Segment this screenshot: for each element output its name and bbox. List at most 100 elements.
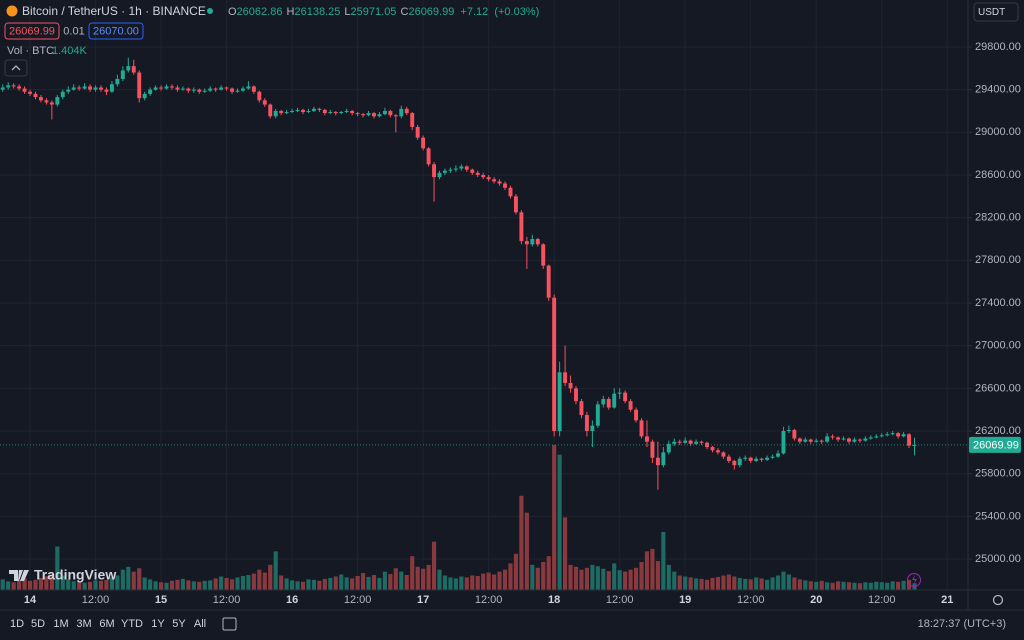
candle-body xyxy=(82,86,87,89)
y-tick-label: 26200.00 xyxy=(975,425,1021,437)
volume-bar xyxy=(573,566,579,590)
candle-body xyxy=(617,392,622,394)
currency-label[interactable]: USDT xyxy=(978,7,1005,18)
range-button[interactable]: 5D xyxy=(31,618,45,630)
buy-price[interactable]: 26070.00 xyxy=(93,25,139,37)
candle-body xyxy=(246,86,251,89)
volume-bar xyxy=(819,580,824,590)
y-tick-label: 29800.00 xyxy=(975,41,1021,53)
collapse-legend-button[interactable] xyxy=(4,59,28,77)
candle-body xyxy=(748,457,753,461)
currency-button[interactable] xyxy=(973,2,1019,22)
volume-bar xyxy=(563,517,568,590)
volume-bar xyxy=(153,581,158,590)
volume-bar xyxy=(715,576,721,590)
candle-body xyxy=(732,460,737,466)
x-tick-label: 21 xyxy=(941,594,953,606)
candle-body xyxy=(355,113,360,115)
volume-bar xyxy=(382,571,387,590)
range-button[interactable]: 5Y xyxy=(172,618,186,630)
range-button[interactable]: YTD xyxy=(121,618,143,630)
candle-body xyxy=(350,110,355,114)
symbol-title[interactable]: Bitcoin / TetherUS · 1h · BINANCE xyxy=(22,4,206,18)
x-tick-label: 19 xyxy=(679,594,691,606)
range-button[interactable]: All xyxy=(194,618,206,630)
y-tick-label: 25000.00 xyxy=(975,553,1021,565)
volume-bar xyxy=(704,579,710,590)
candle-body xyxy=(743,457,748,459)
volume-bar xyxy=(158,582,164,590)
sell-price[interactable]: 26069.99 xyxy=(9,25,55,37)
volume-bar xyxy=(251,573,256,590)
volume-bar xyxy=(306,579,311,590)
volume-bar xyxy=(803,580,808,590)
range-button[interactable]: 3M xyxy=(76,618,91,630)
volume-bar xyxy=(601,568,606,590)
candle-body xyxy=(257,91,262,101)
candle-body xyxy=(803,439,808,442)
date-range-icon[interactable] xyxy=(222,617,237,631)
volume-bar xyxy=(857,583,862,590)
candle-body xyxy=(251,86,256,92)
x-tick-label: 12:00 xyxy=(606,594,634,606)
ohlc-value: 26062.86 xyxy=(237,6,283,18)
alert-icon[interactable] xyxy=(907,573,921,587)
volume-bar xyxy=(262,572,267,590)
clock: 18:27:37 (UTC+3) xyxy=(918,618,1006,630)
candle-body xyxy=(852,439,857,442)
volume-bar xyxy=(617,570,622,590)
volume-bar xyxy=(584,567,589,590)
candle-body xyxy=(377,114,382,117)
settings-icon[interactable] xyxy=(992,594,1004,606)
candle-body xyxy=(262,100,267,105)
volume-bar xyxy=(502,569,508,590)
volume-bar xyxy=(699,578,704,590)
volume-bar xyxy=(60,575,65,590)
volume-bar xyxy=(115,575,120,590)
candle-body xyxy=(202,90,207,92)
candle-body xyxy=(109,84,114,92)
volume-bar xyxy=(377,577,382,590)
volume-bar xyxy=(464,577,469,590)
volume-bar xyxy=(874,581,879,590)
candle-body xyxy=(563,372,568,384)
y-tick-label: 29400.00 xyxy=(975,84,1021,96)
volume-bar xyxy=(268,564,273,590)
x-tick-label: 12:00 xyxy=(213,594,241,606)
candle-body xyxy=(426,148,431,165)
range-button[interactable]: 1D xyxy=(10,618,24,630)
candle-body xyxy=(99,87,103,90)
candle-body xyxy=(372,113,376,117)
candle-body xyxy=(6,85,11,88)
range-button[interactable]: 1Y xyxy=(151,618,165,630)
candle-body xyxy=(868,437,873,439)
candle-body xyxy=(579,401,584,416)
volume-bar xyxy=(770,577,775,590)
candle-body xyxy=(486,177,491,180)
candle-body xyxy=(901,434,906,437)
candle-body xyxy=(442,170,447,173)
volume-bar xyxy=(655,561,660,590)
change-percent: (+0.03%) xyxy=(494,6,539,18)
range-button[interactable]: 1M xyxy=(53,618,68,630)
range-button[interactable]: 6M xyxy=(99,618,114,630)
volume-bar xyxy=(639,561,644,590)
sell-button[interactable] xyxy=(4,22,60,40)
candle-body xyxy=(333,112,338,114)
candle-body xyxy=(786,429,791,432)
volume-bar xyxy=(240,575,246,590)
status-dot xyxy=(207,8,213,14)
candle-body xyxy=(885,434,890,436)
ohlc-label: C xyxy=(401,6,409,18)
volume-bar xyxy=(366,576,371,590)
candle-body xyxy=(726,456,731,461)
candle-body xyxy=(104,89,109,92)
volume-bar xyxy=(606,571,611,590)
buy-button[interactable] xyxy=(88,22,144,40)
volume-bar xyxy=(677,575,682,590)
candle-body xyxy=(295,109,300,111)
volume-bar xyxy=(290,580,295,590)
volume-bar xyxy=(590,564,595,590)
candle-body xyxy=(49,102,54,105)
candle-body xyxy=(77,87,82,89)
